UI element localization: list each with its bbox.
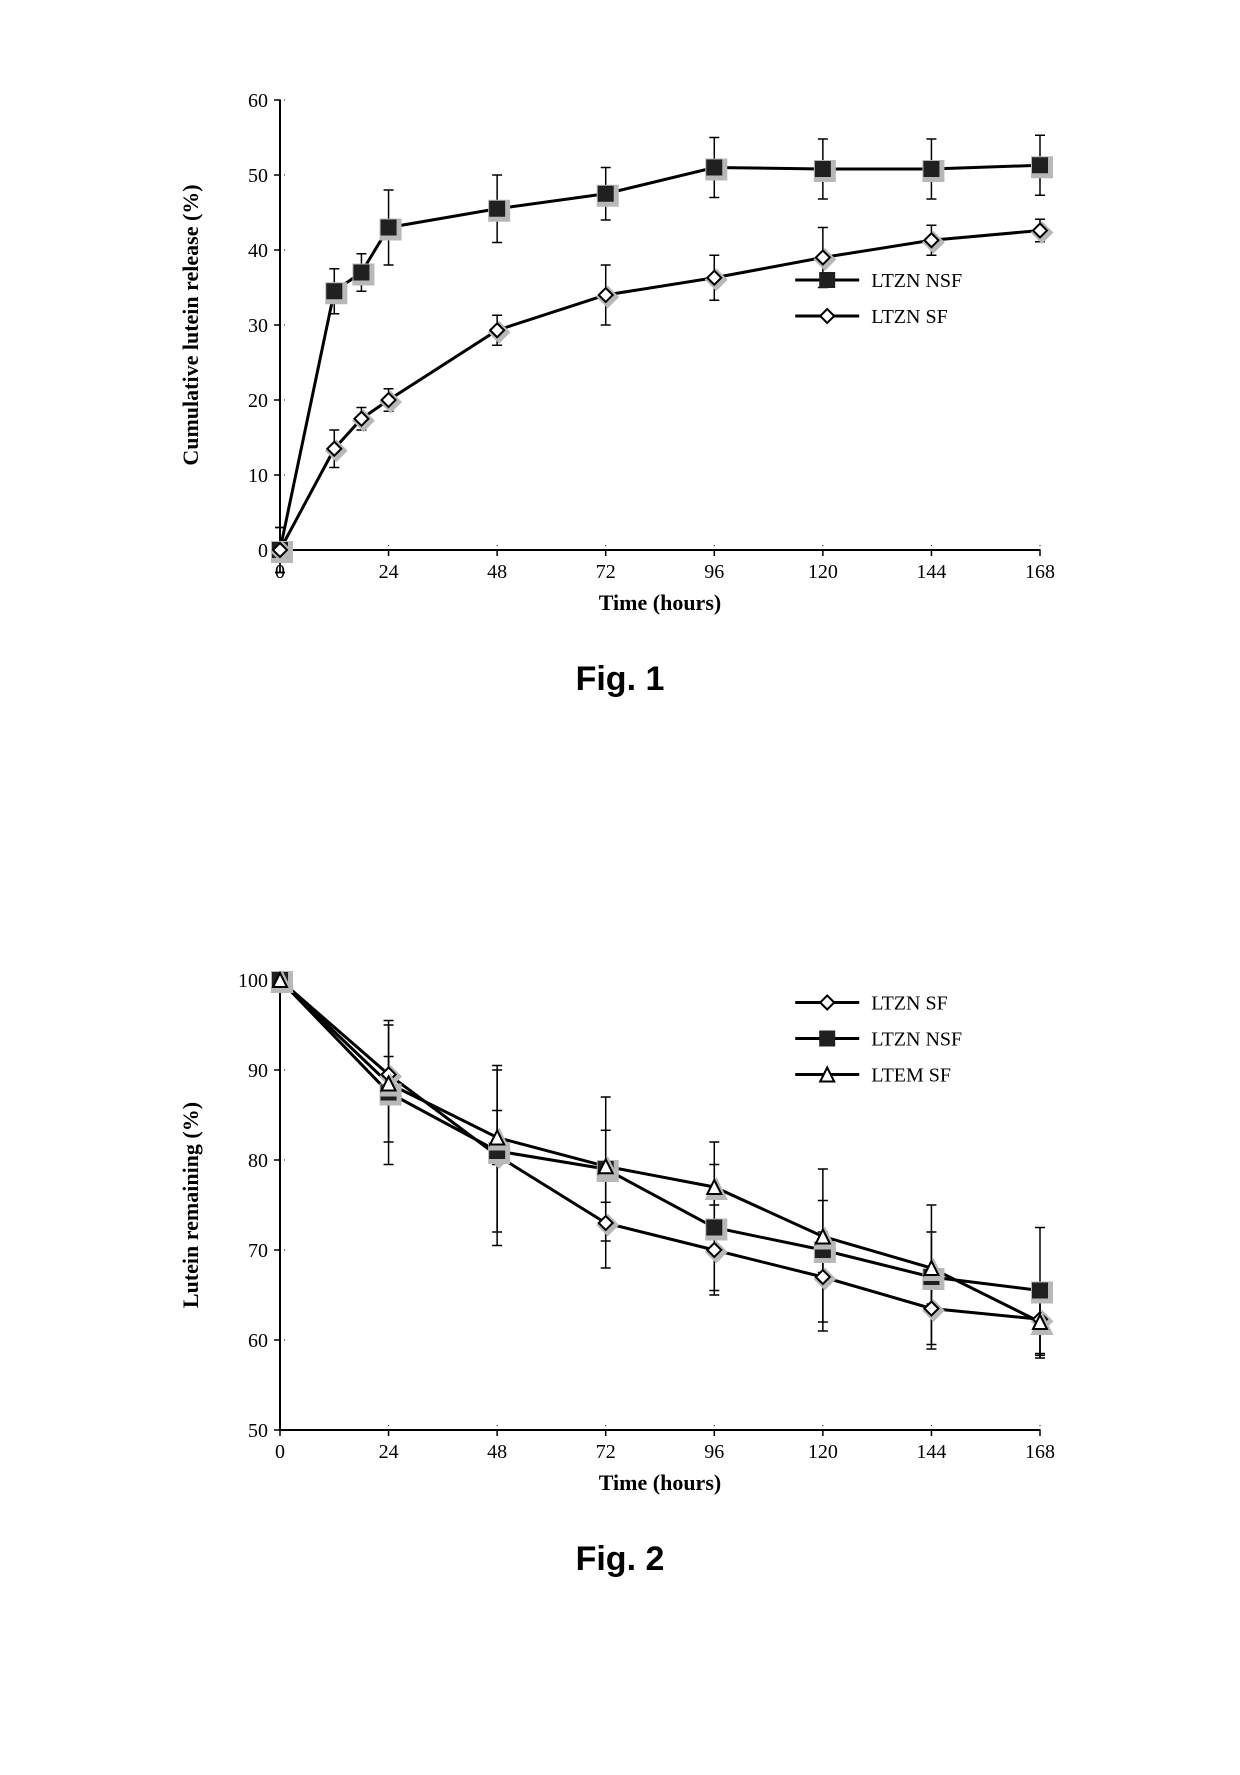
svg-text:Time (hours): Time (hours) <box>599 1470 721 1495</box>
svg-text:60: 60 <box>248 90 268 112</box>
svg-text:70: 70 <box>248 1240 268 1262</box>
svg-text:40: 40 <box>248 240 268 262</box>
svg-text:Lutein remaining (%): Lutein remaining (%) <box>178 1102 203 1308</box>
svg-text:80: 80 <box>248 1150 268 1172</box>
svg-text:48: 48 <box>487 1441 507 1463</box>
svg-text:90: 90 <box>248 1060 268 1082</box>
figure-1-chart: 0244872961201441680102030405060Time (hou… <box>170 80 1070 640</box>
svg-text:144: 144 <box>916 561 946 583</box>
svg-text:72: 72 <box>596 1441 616 1463</box>
svg-text:24: 24 <box>379 561 399 583</box>
svg-text:10: 10 <box>248 465 268 487</box>
figure-2-chart: 0 24 48 72 96 120 144 168 50 60 70 80 90 100 Time (hou… <box>170 960 1070 1520</box>
svg-text:168: 168 <box>1025 561 1055 583</box>
svg-text:48: 48 <box>487 561 507 583</box>
svg-text:72: 72 <box>596 561 616 583</box>
svg-text:30: 30 <box>248 315 268 337</box>
svg-text:0: 0 <box>275 1441 285 1463</box>
page: 0 24 48 72 96 120 144 168 0 10 20 30 40 50 60 Time (hou… <box>0 0 1240 1775</box>
svg-text:LTEM SF: LTEM SF <box>871 1065 951 1087</box>
svg-text:100: 100 <box>238 970 268 992</box>
svg-text:Cumulative lutein release (%): Cumulative lutein release (%) <box>178 184 203 465</box>
svg-text:144: 144 <box>916 1441 946 1463</box>
svg-text:LTZN NSF: LTZN NSF <box>871 270 962 292</box>
svg-text:120: 120 <box>808 561 838 583</box>
svg-text:LTZN SF: LTZN SF <box>871 993 948 1015</box>
svg-text:LTZN NSF: LTZN NSF <box>871 1029 962 1051</box>
svg-text:50: 50 <box>248 165 268 187</box>
figure-1: 0244872961201441680102030405060Time (hou… <box>170 80 1070 699</box>
svg-text:24: 24 <box>379 1441 399 1463</box>
svg-text:168: 168 <box>1025 1441 1055 1463</box>
svg-text:120: 120 <box>808 1441 838 1463</box>
svg-text:LTZN SF: LTZN SF <box>871 306 948 328</box>
figure-1-caption: Fig. 1 <box>170 660 1070 699</box>
svg-text:20: 20 <box>248 390 268 412</box>
svg-text:96: 96 <box>704 561 724 583</box>
figure-2-caption: Fig. 2 <box>170 1540 1070 1579</box>
svg-text:96: 96 <box>704 1441 724 1463</box>
svg-text:50: 50 <box>248 1420 268 1442</box>
svg-text:60: 60 <box>248 1330 268 1352</box>
figure-2: 0 24 48 72 96 120 144 168 50 60 70 80 90 100 Time (hou… <box>170 960 1070 1579</box>
svg-text:Time (hours): Time (hours) <box>599 590 721 615</box>
svg-text:0: 0 <box>258 540 268 562</box>
